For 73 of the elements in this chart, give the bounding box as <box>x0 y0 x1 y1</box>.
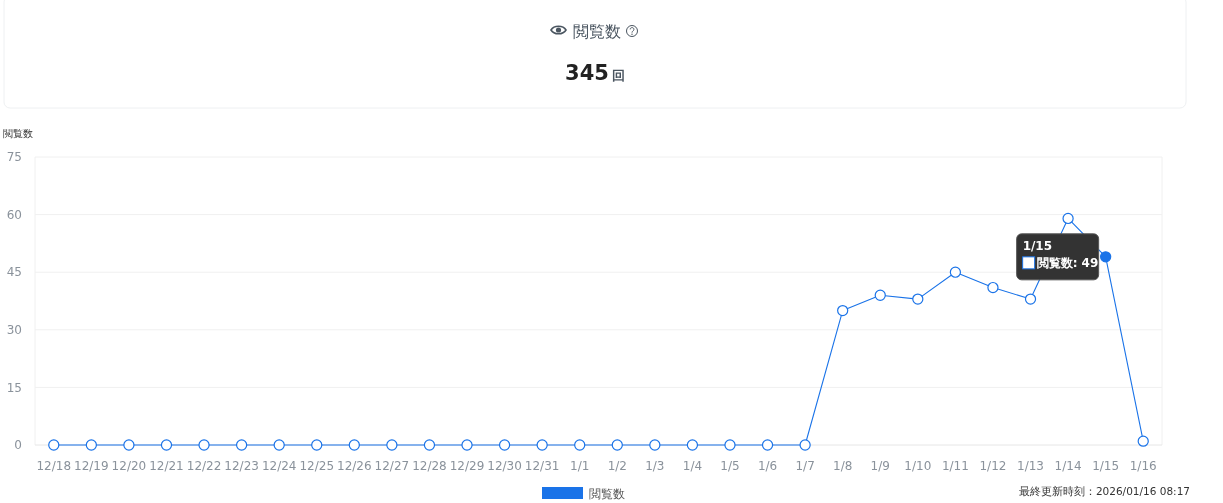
text: 閲覧数 <box>573 22 621 41</box>
x-tick-label: 12/31 <box>524 459 560 473</box>
y-axis-title: 閲覧数 <box>3 128 33 139</box>
point <box>686 439 699 451</box>
x-tick-label: 1/13 <box>1017 459 1044 473</box>
x-tick-label: 12/27 <box>374 459 410 473</box>
point <box>574 439 586 451</box>
x-tick-label: 1/8 <box>833 459 853 473</box>
x-tick-label: 12/29 <box>449 459 485 473</box>
y-tick-label: 75 <box>6 150 22 165</box>
y-tick-label: 15 <box>6 380 22 395</box>
y-tick-label: 30 <box>6 323 22 337</box>
x-tick-label: 12/18 <box>36 459 72 473</box>
point <box>1137 435 1149 447</box>
point <box>1100 251 1112 263</box>
point <box>85 439 97 451</box>
point <box>761 439 774 451</box>
text: 345 <box>565 61 609 85</box>
x-tick-label: 12/24 <box>261 459 297 473</box>
annotation: 1/15 閲覧数: 49 <box>1022 238 1099 270</box>
x-tick-label: 1/7 <box>795 459 815 473</box>
y-tick-label: 0 <box>14 438 22 453</box>
point <box>649 439 661 451</box>
x-tick-label: 12/21 <box>149 459 184 473</box>
point <box>874 289 886 301</box>
point <box>724 439 736 451</box>
x-tick-label: 1/3 <box>645 459 665 473</box>
x-tick-label: 1/10 <box>904 459 932 473</box>
point <box>235 439 248 451</box>
x-tick-label: 12/26 <box>337 459 372 473</box>
x-tick-label: 12/28 <box>412 459 447 473</box>
x-tick-label: 1/14 <box>1054 459 1082 473</box>
x-tick-label: 1/1 <box>570 459 590 473</box>
point <box>160 439 173 451</box>
x-tick-label: 12/22 <box>186 459 222 473</box>
text: 回 <box>611 68 625 83</box>
x-tick-label: 1/15 <box>1092 459 1120 473</box>
x-tick-label: 12/19 <box>74 459 109 473</box>
x-tick-label: 1/11 <box>941 459 969 473</box>
point <box>386 439 398 451</box>
point <box>198 439 210 451</box>
x-tick-label: 1/5 <box>720 459 740 473</box>
x-tick-label: 1/6 <box>757 459 778 473</box>
point <box>498 439 511 451</box>
text: 最終更新時刻：2026/01/16 08:17 <box>1018 485 1190 497</box>
x-tick-label: 1/2 <box>607 459 627 473</box>
x-tick-label: 1/16 <box>1129 459 1157 473</box>
x-tick-label: 12/30 <box>487 459 522 473</box>
point <box>987 281 999 294</box>
point <box>611 439 623 451</box>
point <box>536 439 548 451</box>
x-tick-label: 12/25 <box>299 459 335 473</box>
y-tick-label: 60 <box>6 207 22 222</box>
point <box>912 293 924 305</box>
point <box>837 304 849 317</box>
point <box>949 266 962 278</box>
point <box>423 439 436 451</box>
point <box>311 439 323 451</box>
point <box>123 439 135 451</box>
point <box>799 439 811 451</box>
legend-label: 閲覧数 <box>589 487 625 501</box>
x-tick-label: 12/20 <box>111 459 147 473</box>
x-tick-label: 12/23 <box>224 459 259 473</box>
point <box>273 439 285 451</box>
point <box>461 439 473 451</box>
x-tick-label: 1/4 <box>682 459 703 473</box>
point <box>1024 293 1037 305</box>
point <box>348 439 360 451</box>
point <box>1062 212 1074 225</box>
x-tick-label: 1/12 <box>979 459 1007 473</box>
x-tick-label: 1/9 <box>870 459 890 473</box>
point <box>48 439 60 451</box>
y-tick-label: 45 <box>6 265 22 280</box>
